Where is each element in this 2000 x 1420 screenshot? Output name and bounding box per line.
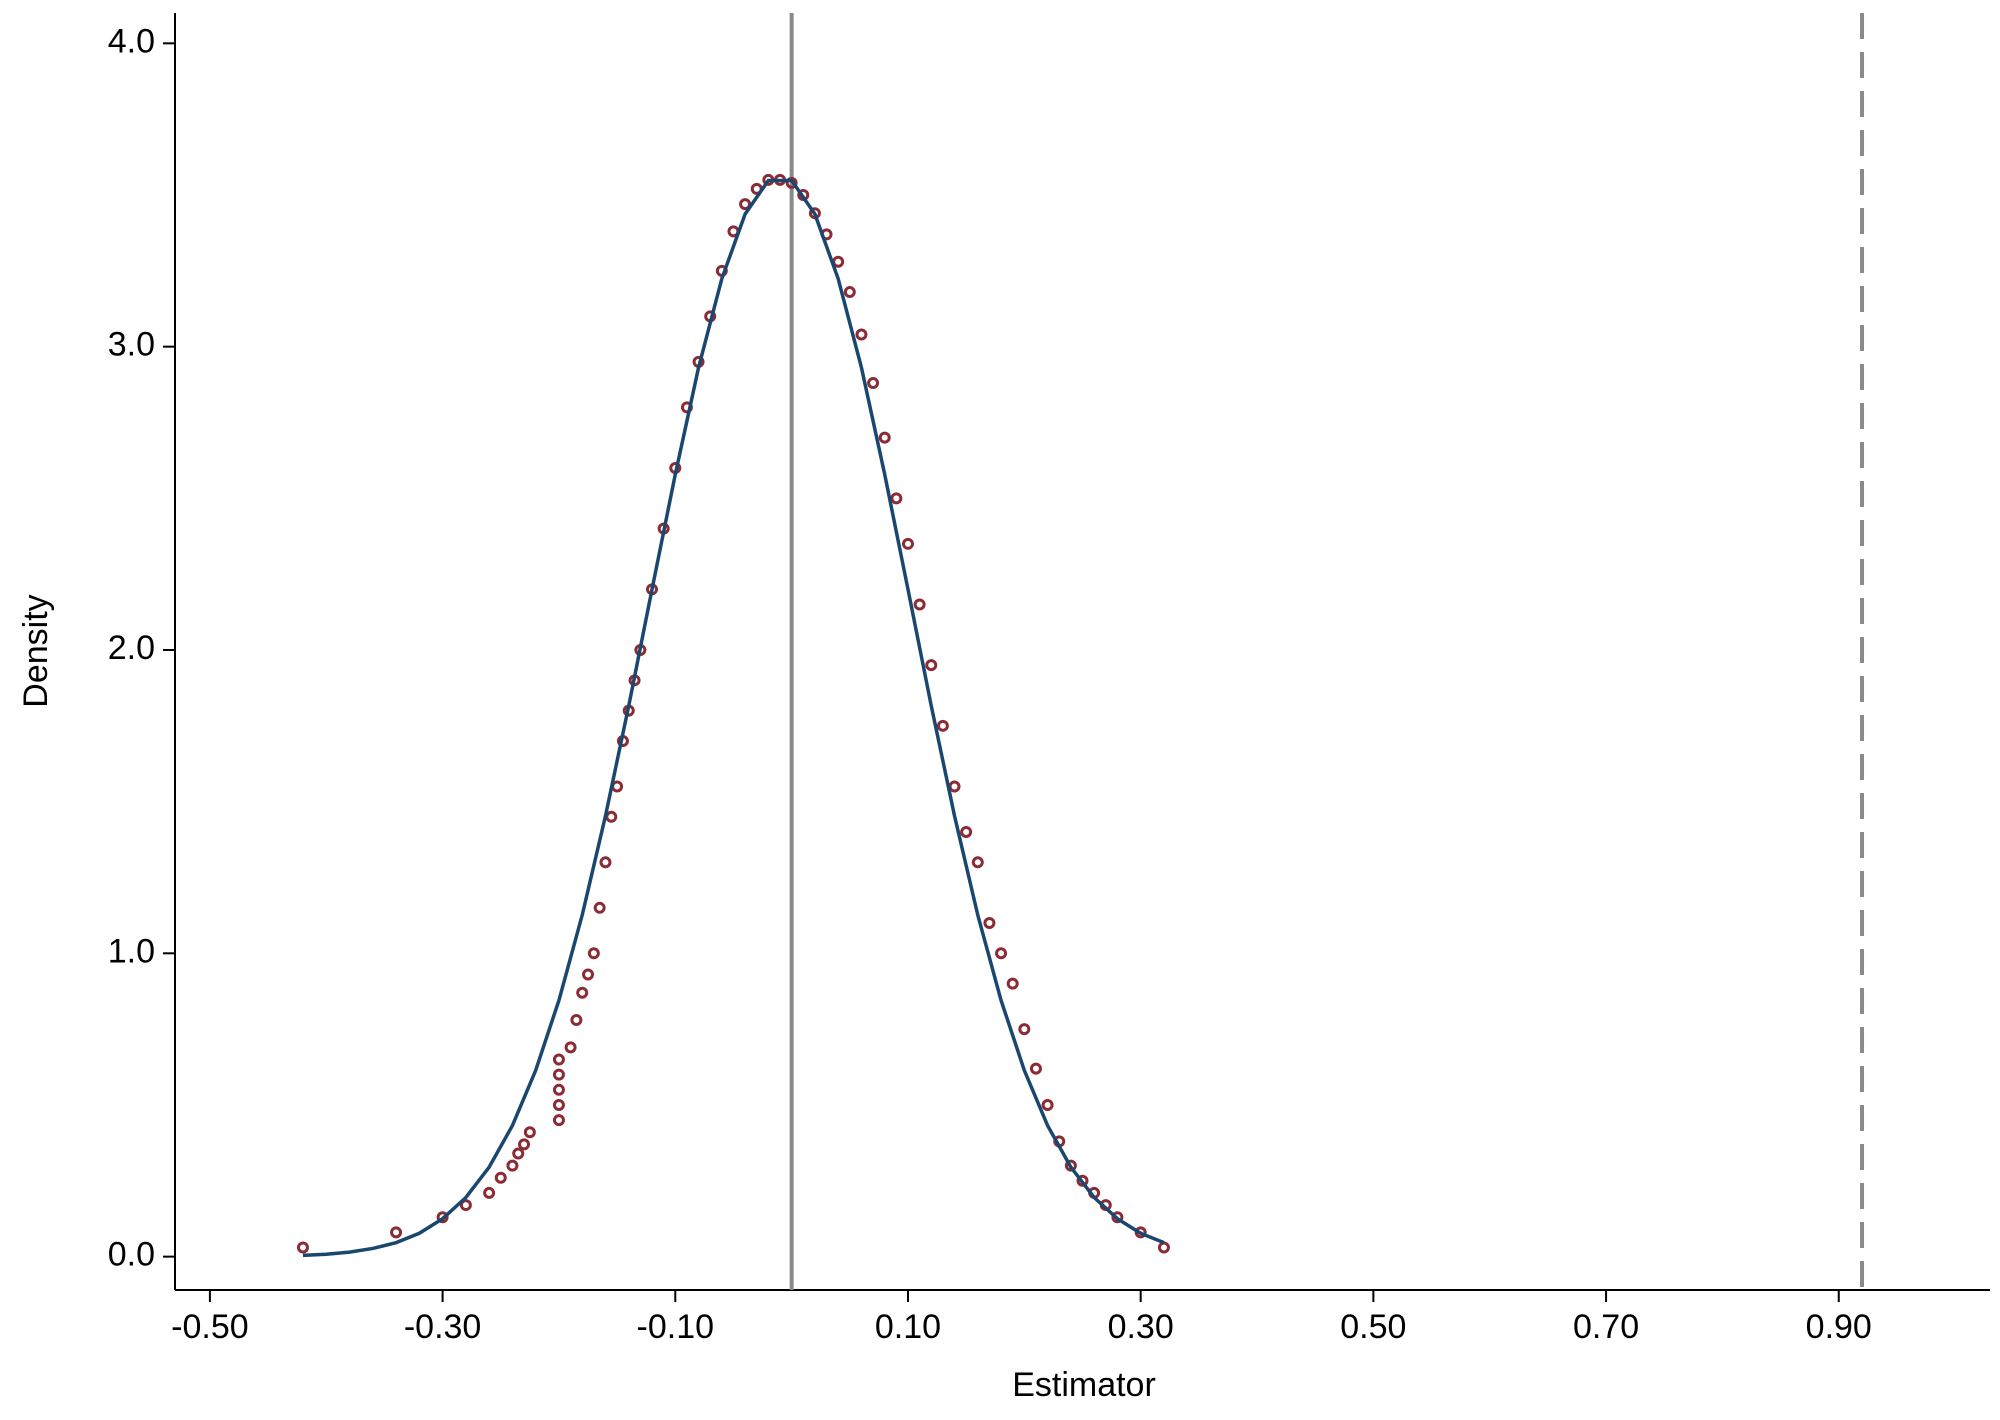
point [971, 856, 984, 869]
x-tick-label: -0.30 [404, 1308, 482, 1346]
point [995, 947, 1008, 960]
point [1111, 1211, 1124, 1224]
point [843, 286, 856, 299]
point [506, 1159, 519, 1172]
point [925, 659, 938, 672]
point [960, 825, 973, 838]
point [1041, 1098, 1054, 1111]
point [483, 1186, 496, 1199]
y-tick-label: 2.0 [108, 629, 155, 667]
point [436, 1211, 449, 1224]
point [1064, 1159, 1077, 1172]
y-tick-label: 4.0 [108, 22, 155, 60]
y-tick-label: 3.0 [108, 326, 155, 364]
point [739, 198, 752, 211]
point [552, 1098, 565, 1111]
x-tick-label: 0.10 [875, 1308, 941, 1346]
x-tick-label: 0.30 [1108, 1308, 1174, 1346]
point [890, 492, 903, 505]
x-axis-label: Estimator [1012, 1366, 1156, 1404]
point [878, 431, 891, 444]
point [552, 1053, 565, 1066]
point [1029, 1062, 1042, 1075]
point [1018, 1023, 1031, 1036]
point [564, 1041, 577, 1054]
point [855, 328, 868, 341]
point [390, 1226, 403, 1239]
point [494, 1171, 507, 1184]
point [296, 1241, 309, 1254]
point [587, 947, 600, 960]
point [1006, 977, 1019, 990]
point [552, 1114, 565, 1127]
point [1076, 1174, 1089, 1187]
density-curve [302, 178, 1165, 1258]
point [512, 1147, 525, 1160]
point [593, 901, 606, 914]
point [785, 176, 798, 189]
point [1157, 1241, 1170, 1254]
point [552, 1068, 565, 1081]
x-tick-label: 0.90 [1806, 1308, 1872, 1346]
y-tick-label: 0.0 [108, 1236, 155, 1274]
point [518, 1138, 531, 1151]
point [599, 856, 612, 869]
x-tick-label: 0.50 [1340, 1308, 1406, 1346]
point [570, 1014, 583, 1027]
point [576, 986, 589, 999]
point [867, 377, 880, 390]
point [983, 916, 996, 929]
y-tick-label: 1.0 [108, 932, 155, 970]
point [913, 598, 926, 611]
x-tick-label: 0.70 [1573, 1308, 1639, 1346]
point [582, 968, 595, 981]
point [459, 1199, 472, 1212]
point [936, 719, 949, 732]
point [523, 1126, 536, 1139]
x-tick-label: -0.10 [637, 1308, 715, 1346]
point [901, 537, 914, 550]
x-tick-label: -0.50 [171, 1308, 249, 1346]
y-axis-label: Density [17, 594, 55, 707]
point [552, 1083, 565, 1096]
